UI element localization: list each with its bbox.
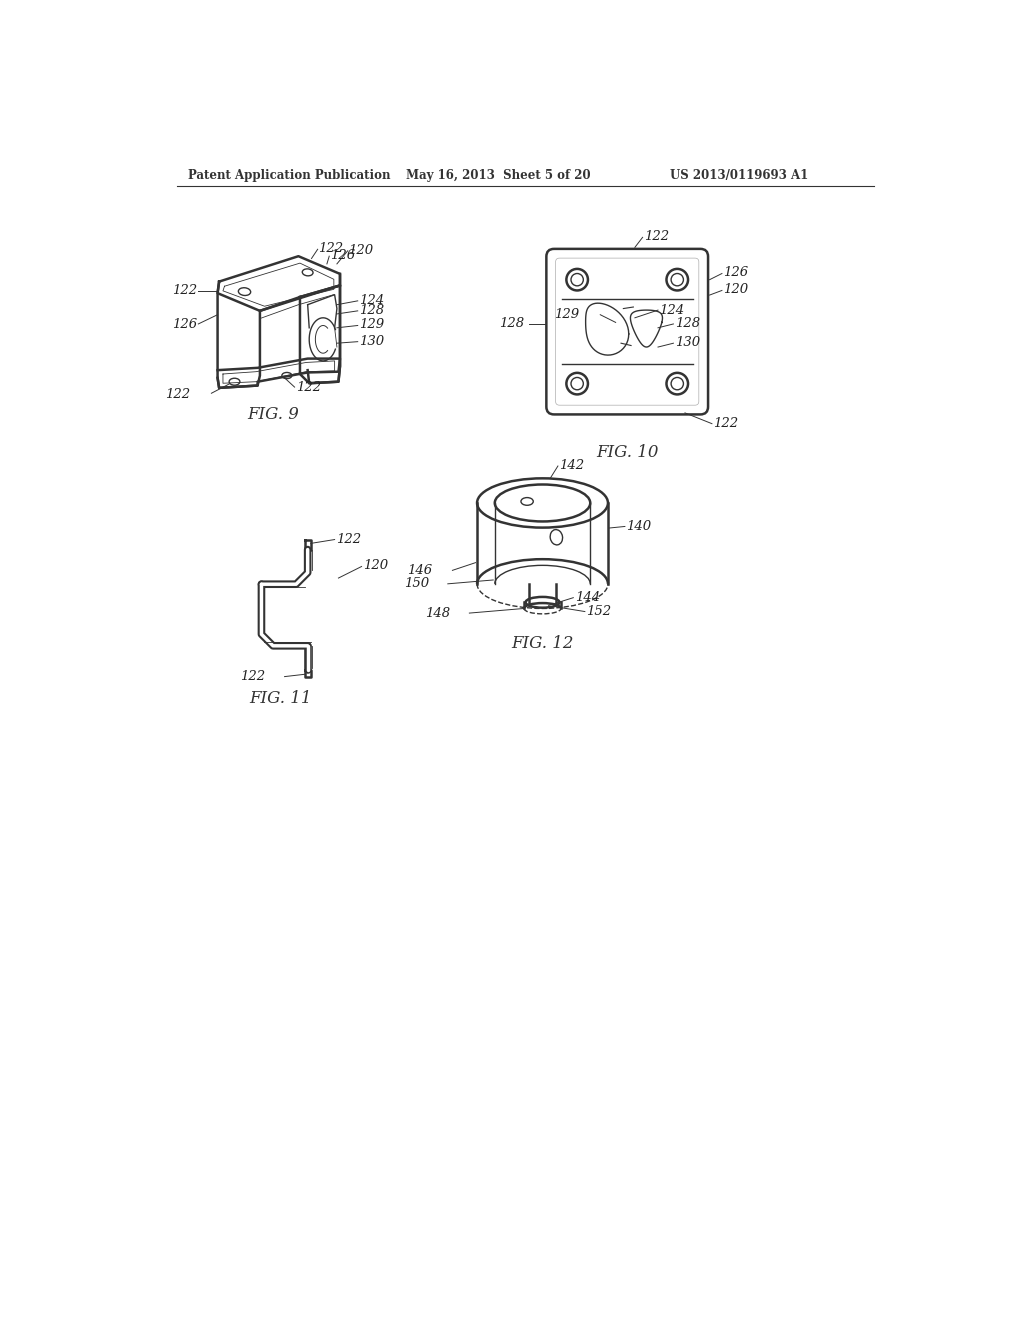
Text: 129: 129 [554, 308, 580, 321]
Text: 140: 140 [627, 520, 651, 533]
Text: May 16, 2013  Sheet 5 of 20: May 16, 2013 Sheet 5 of 20 [407, 169, 591, 182]
Text: 122: 122 [172, 284, 197, 297]
Text: 130: 130 [359, 335, 384, 348]
Text: 150: 150 [404, 577, 429, 590]
Text: FIG. 10: FIG. 10 [596, 444, 658, 461]
Text: Patent Application Publication: Patent Application Publication [188, 169, 391, 182]
Text: 144: 144 [574, 591, 600, 605]
Text: 128: 128 [675, 317, 700, 330]
Text: 122: 122 [241, 671, 265, 684]
Text: FIG. 11: FIG. 11 [250, 689, 312, 706]
Text: 122: 122 [166, 388, 190, 400]
Text: 126: 126 [724, 267, 749, 280]
Text: 128: 128 [499, 317, 523, 330]
Text: 122: 122 [336, 533, 361, 546]
Text: 126: 126 [330, 249, 355, 261]
Text: 129: 129 [359, 318, 384, 331]
Text: FIG. 12: FIG. 12 [511, 635, 573, 652]
Text: 130: 130 [675, 335, 700, 348]
Text: 142: 142 [559, 459, 585, 471]
Text: US 2013/0119693 A1: US 2013/0119693 A1 [670, 169, 808, 182]
Text: 128: 128 [359, 305, 384, 317]
Text: 124: 124 [659, 304, 685, 317]
Text: 152: 152 [587, 605, 611, 618]
Text: 146: 146 [408, 564, 432, 577]
Text: 124: 124 [359, 293, 384, 306]
Text: 120: 120 [348, 243, 374, 256]
Text: 148: 148 [425, 607, 451, 619]
Text: 120: 120 [724, 284, 749, 296]
Text: 122: 122 [714, 417, 738, 430]
Text: 122: 122 [318, 242, 344, 255]
Text: 120: 120 [364, 560, 388, 573]
Text: 126: 126 [172, 318, 197, 331]
Text: FIG. 9: FIG. 9 [247, 407, 299, 424]
Text: 122: 122 [296, 381, 322, 395]
Text: 122: 122 [644, 230, 670, 243]
